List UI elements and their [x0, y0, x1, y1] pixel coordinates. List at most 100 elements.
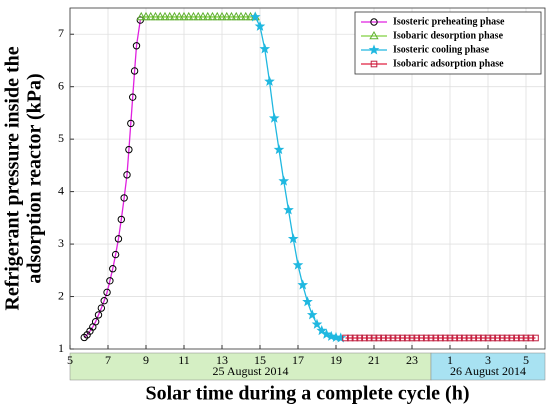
data-point [316, 325, 328, 336]
data-point [212, 11, 222, 21]
data-point [127, 119, 135, 128]
data-point [465, 334, 473, 342]
data-point [335, 332, 347, 343]
data-point [356, 334, 364, 342]
data-point [422, 334, 430, 342]
legend-label: Isosteric cooling phase [393, 44, 490, 55]
data-point [249, 11, 261, 22]
x-tick-label: 15 [254, 353, 266, 367]
data-point [306, 309, 318, 320]
data-point [217, 11, 227, 21]
data-point [203, 11, 213, 21]
data-point [136, 11, 146, 21]
y-axis-label: adsorption reactor (kPa) [24, 73, 46, 283]
data-point [365, 334, 373, 342]
data-point [346, 334, 354, 342]
data-point [129, 93, 137, 101]
data-point [100, 297, 108, 305]
data-point [198, 11, 208, 21]
data-point [264, 75, 275, 86]
x-tick-label: 5 [523, 353, 529, 367]
data-point [141, 11, 151, 21]
data-point [226, 11, 237, 21]
x-tick-label: 13 [216, 353, 228, 367]
date-band [430, 352, 546, 381]
x-axis-label: Solar time during a complete cycle (h) [145, 383, 469, 405]
legend-label: Isobaric adsorption phase [393, 58, 504, 69]
data-point [150, 11, 161, 21]
legend-marker [370, 18, 378, 26]
data-point [418, 334, 425, 342]
data-point [370, 334, 378, 342]
legend-label: Isosteric preheating phase [393, 16, 505, 27]
x-tick-label: 23 [406, 353, 418, 367]
data-point [91, 318, 100, 326]
date-band [69, 352, 432, 381]
data-point [111, 250, 120, 259]
data-point [351, 334, 359, 342]
data-point [432, 334, 440, 342]
y-tick-label: 3 [58, 236, 64, 250]
x-tick-label: 5 [67, 353, 73, 367]
data-point [517, 334, 525, 342]
legend-marker [369, 30, 379, 40]
data-point [155, 11, 165, 21]
x-tick-label: 3 [485, 353, 491, 367]
x-tick-label: 1 [447, 353, 453, 367]
data-point [120, 194, 128, 202]
x-tick-label: 7 [105, 353, 111, 367]
y-tick-label: 1 [58, 341, 64, 355]
y-axis-label: Refrigerant pressure inside the [2, 46, 24, 310]
data-point [311, 318, 323, 329]
data-point [446, 334, 454, 342]
data-point [456, 334, 463, 342]
data-point [287, 233, 299, 244]
x-tick-label: 21 [368, 353, 380, 367]
data-point [160, 11, 170, 21]
legend-label: Isobaric desorption phase [393, 30, 504, 41]
data-point [394, 334, 402, 342]
data-point [103, 288, 111, 297]
data-point [441, 334, 449, 342]
x-tick-label: 17 [292, 353, 304, 367]
data-point [130, 67, 139, 75]
y-tick-label: 7 [58, 26, 64, 40]
data-point [413, 334, 421, 342]
data-point [384, 334, 392, 342]
data-point [532, 334, 539, 342]
date-band-label: 26 August 2014 [450, 364, 526, 378]
data-point [297, 279, 309, 290]
x-tick-label: 19 [330, 353, 342, 367]
y-tick-label: 6 [58, 78, 64, 92]
data-point [123, 171, 131, 179]
plot-frame [69, 7, 546, 350]
data-point [470, 334, 478, 342]
data-point [109, 265, 117, 273]
y-tick-label: 5 [58, 131, 64, 145]
x-tick-label: 11 [178, 353, 190, 367]
data-point [222, 11, 232, 21]
legend-marker [370, 60, 378, 68]
x-tick-label: 9 [143, 353, 149, 367]
data-point [427, 334, 435, 342]
data-point [165, 11, 175, 21]
data-point [231, 11, 241, 21]
data-point [375, 334, 383, 342]
data-point [494, 334, 501, 342]
data-point [292, 259, 304, 270]
data-point [479, 334, 487, 342]
data-point [97, 304, 106, 312]
data-point [361, 334, 368, 342]
data-point [193, 11, 203, 21]
data-point [259, 43, 271, 54]
data-point [207, 11, 218, 21]
data-point [236, 11, 246, 21]
data-point [174, 11, 184, 21]
y-tick-label: 2 [58, 288, 64, 302]
data-point [179, 11, 189, 21]
data-point [475, 334, 482, 342]
data-point [106, 277, 114, 285]
data-point [117, 215, 126, 224]
data-point [268, 112, 280, 123]
y-tick-label: 4 [58, 183, 64, 197]
